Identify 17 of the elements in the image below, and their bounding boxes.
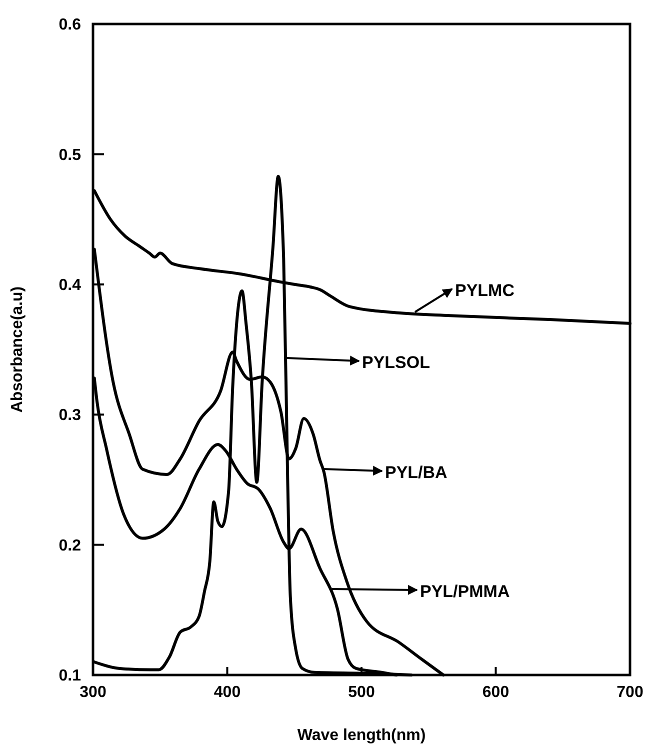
x-tick-label: 700 (616, 684, 644, 701)
y-tick-label: 0.2 (58, 537, 82, 554)
y-tick-label: 0.1 (58, 668, 82, 685)
x-tick-label: 600 (482, 684, 510, 701)
legend-label: PYLMC (455, 280, 514, 300)
y-tick-label: 0.3 (58, 407, 82, 424)
x-tick-label: 400 (214, 684, 241, 701)
legend-label: PYL/PMMA (420, 582, 510, 601)
y-axis-title: Absorbance(a.u) (9, 286, 26, 413)
legend-label: PYLSOL (362, 352, 430, 372)
x-tick-label: 300 (80, 684, 106, 701)
x-tick-label: 500 (348, 684, 375, 701)
legend-label: PYL/BA (385, 462, 448, 482)
x-axis-title: Wave length(nm) (297, 727, 426, 744)
y-tick-label: 0.5 (58, 146, 82, 164)
y-tick-label: 0.4 (58, 277, 82, 294)
y-tick-label: 0.6 (58, 16, 82, 34)
